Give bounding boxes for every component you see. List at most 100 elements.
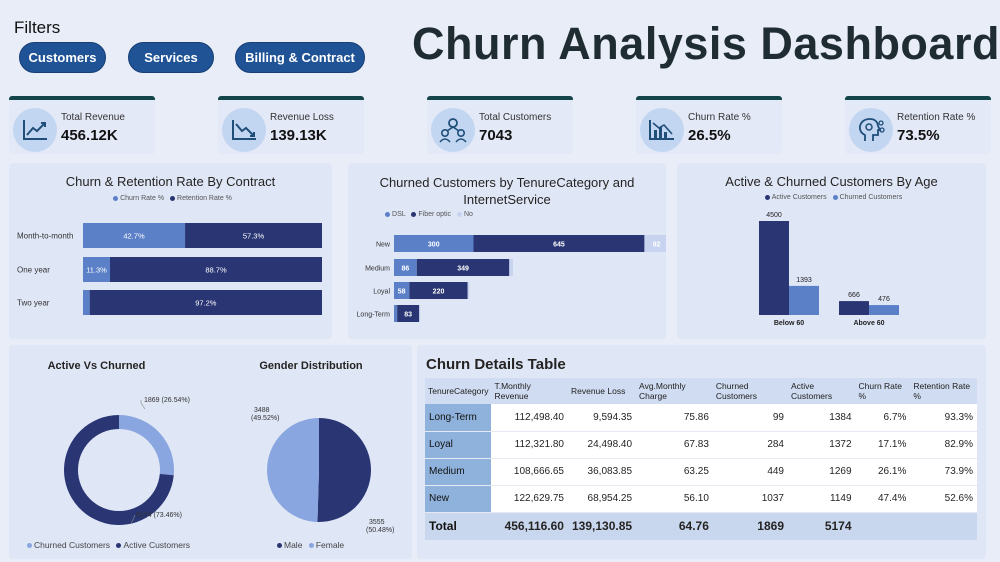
data-label: 88.7% xyxy=(205,266,227,275)
filter-billing-contract-button[interactable]: Billing & Contract xyxy=(235,42,365,73)
filters-label: Filters xyxy=(14,18,61,37)
bar xyxy=(869,305,899,315)
kpi-value: 73.5% xyxy=(897,127,940,144)
table-cell xyxy=(910,512,977,540)
table-row: Loyal 112,321.80 24,498.40 67.83 284 1372 17.1… xyxy=(425,431,977,459)
column-header[interactable]: Active Customers xyxy=(788,378,856,404)
table-cell: 1384 xyxy=(788,404,856,432)
table-cell: 112,321.80 xyxy=(491,431,568,459)
column-header[interactable]: Avg.Monthly Charge xyxy=(636,378,713,404)
data-label: 666 xyxy=(848,292,860,299)
data-label: 1393 xyxy=(796,277,812,284)
legend-label: Fiber optic xyxy=(418,211,452,218)
kpi-card-retention-rate: Retention Rate % 73.5% xyxy=(845,96,991,154)
data-label: 645 xyxy=(553,242,565,249)
pie-slice xyxy=(317,418,371,522)
table-cell: Medium xyxy=(425,458,492,486)
kpi-label: Total Revenue xyxy=(61,112,125,123)
bar-segment xyxy=(83,257,111,282)
table-cell: 1372 xyxy=(788,431,856,459)
legend-label: Active Customers xyxy=(123,540,191,550)
column-header[interactable]: Retention Rate % xyxy=(910,378,977,404)
legend-label: No xyxy=(464,211,473,218)
legend-label: Churned Customers xyxy=(34,540,111,550)
column-header[interactable]: T.Monthly Revenue xyxy=(491,378,568,404)
leader-line xyxy=(140,400,146,410)
bar-segment xyxy=(394,259,417,276)
data-label: 5174 (73.46%) xyxy=(136,512,182,519)
table-cell: 1269 xyxy=(788,458,856,486)
data-label: 57.3% xyxy=(243,232,265,241)
age-bar-chart: 4500 1393 Below 60 666 476 Above 60 xyxy=(759,212,899,327)
data-label: 86 xyxy=(401,266,409,273)
bar-segment xyxy=(419,305,421,322)
age-chart-panel: Active & Churned Customers By Age Active… xyxy=(677,163,986,339)
table-title: Churn Details Table xyxy=(426,356,566,373)
gender-pie-chart: 3488(49.52%) 3555(50.48%) xyxy=(251,407,394,534)
table-row: New 122,629.75 68,954.25 56.10 1037 1149 47.4%… xyxy=(425,485,977,513)
bar xyxy=(789,285,819,315)
pie-legend: Male Female xyxy=(277,540,344,550)
legend-swatch-churned xyxy=(27,543,32,549)
category-label: Loyal xyxy=(373,289,390,296)
donut-hole xyxy=(78,429,160,511)
bar xyxy=(759,221,789,315)
bar-segment xyxy=(394,305,398,322)
bar-segment xyxy=(409,282,468,299)
kpi-value: 456.12K xyxy=(61,127,118,144)
column-header[interactable]: Churned Customers xyxy=(712,378,788,404)
donut-legend: Churned Customers Active Customers xyxy=(27,540,190,550)
legend-swatch-retention xyxy=(170,195,176,201)
data-label: 58 xyxy=(398,289,406,296)
legend-label: Retention Rate % xyxy=(177,195,232,202)
column-header[interactable]: TenureCategory xyxy=(425,378,492,404)
bar-segment xyxy=(416,259,510,276)
line-chart-up-icon xyxy=(13,108,57,152)
data-label: 97.2% xyxy=(195,299,217,308)
chart-title: Active Vs Churned xyxy=(47,360,146,372)
legend-label: Churn Rate % xyxy=(120,195,165,202)
category-label: New xyxy=(376,242,391,249)
category-label: Above 60 xyxy=(853,320,884,327)
bar-segment xyxy=(473,235,645,252)
table-cell: 64.76 xyxy=(636,512,713,540)
kpi-value: 139.13K xyxy=(270,127,327,144)
data-label: 83 xyxy=(404,312,412,319)
table-cell: 47.4% xyxy=(855,485,911,513)
legend-swatch-active xyxy=(116,543,122,549)
data-label: 3488 xyxy=(254,407,270,414)
pie-slice xyxy=(266,418,319,522)
data-label: 349 xyxy=(457,266,469,273)
contract-bar-chart: Month-to-month 42.7% 57.3% One year 11.3% 88.… xyxy=(17,223,322,315)
table-cell: 56.10 xyxy=(636,485,713,513)
table-cell: 75.86 xyxy=(636,404,713,432)
legend-swatch-male xyxy=(277,543,282,549)
chart-title: Active & Churned Customers By Age xyxy=(725,174,938,189)
column-header[interactable]: Churn Rate % xyxy=(855,378,911,404)
tenure-chart-panel: Churned Customers by TenureCategory and … xyxy=(348,163,666,339)
table-header-row: TenureCategory T.Monthly Revenue Revenue L… xyxy=(425,378,977,404)
category-label: Month-to-month xyxy=(17,232,73,241)
kpi-card-total-customers: Total Customers 7043 xyxy=(427,96,573,154)
churn-details-table: TenureCategory T.Monthly Revenue Revenue L… xyxy=(425,378,977,540)
table-cell: 93.3% xyxy=(910,404,977,432)
table-cell: 82.9% xyxy=(910,431,977,459)
kpi-label: Churn Rate % xyxy=(688,112,751,123)
filter-services-button[interactable]: Services xyxy=(128,42,214,73)
legend-label: DSL xyxy=(392,211,406,218)
table-cell: 26.1% xyxy=(855,458,911,486)
table-cell: 112,498.40 xyxy=(491,404,568,432)
table-cell: 17.1% xyxy=(855,431,911,459)
table-cell: 122,629.75 xyxy=(491,485,568,513)
category-label: Two year xyxy=(17,299,50,308)
chart-legend: Active Customers Churned Customers xyxy=(677,194,986,201)
legend-swatch-female xyxy=(308,543,314,549)
table-cell: 73.9% xyxy=(910,458,977,486)
filter-customers-button[interactable]: Customers xyxy=(19,42,106,73)
data-label: 3555 xyxy=(369,519,385,526)
data-label: (50.48%) xyxy=(366,527,394,534)
table-cell: 1869 xyxy=(712,512,788,540)
distribution-panel: Active Vs Churned Gender Distribution 18… xyxy=(9,345,412,559)
table-cell: 52.6% xyxy=(910,485,977,513)
column-header[interactable]: Revenue Loss xyxy=(567,378,637,404)
